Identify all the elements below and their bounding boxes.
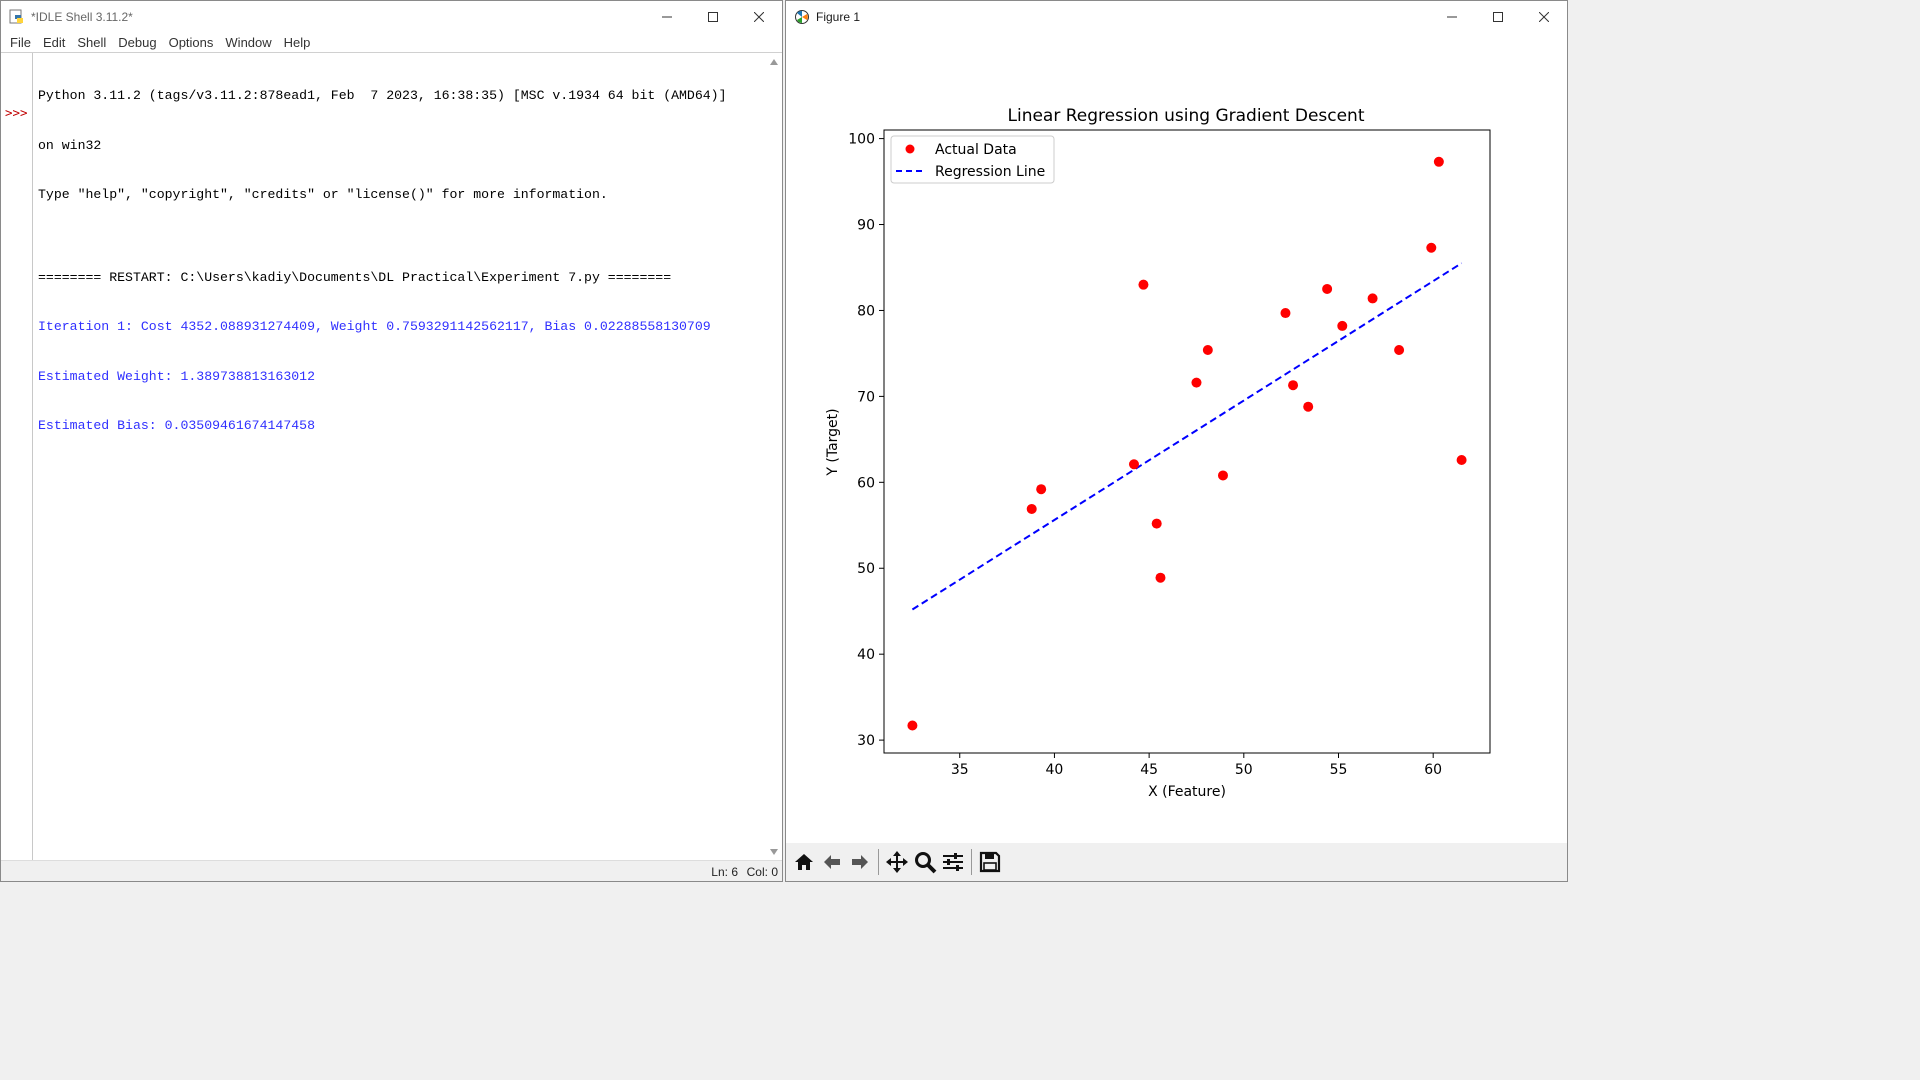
output-line: Estimated Bias: 0.03509461674147458 bbox=[38, 418, 315, 433]
x-tick-label: 45 bbox=[1140, 762, 1158, 778]
zoom-icon[interactable] bbox=[911, 848, 939, 876]
figure-window-title: Figure 1 bbox=[816, 9, 861, 24]
y-tick-label: 60 bbox=[857, 475, 875, 491]
series-layer bbox=[907, 156, 1467, 731]
y-tick-label: 70 bbox=[857, 389, 875, 405]
y-tick-label: 100 bbox=[848, 132, 875, 148]
menu-shell[interactable]: Shell bbox=[77, 34, 107, 50]
regression-line bbox=[911, 262, 1463, 611]
python-idle-icon bbox=[9, 9, 23, 23]
legend-label-actual: Actual Data bbox=[935, 142, 1017, 158]
x-tick-label: 40 bbox=[1046, 762, 1064, 778]
y-tick-label: 50 bbox=[857, 561, 875, 577]
y-tick-label: 90 bbox=[857, 218, 875, 234]
data-point bbox=[1367, 293, 1378, 304]
data-point bbox=[1155, 572, 1166, 583]
data-point bbox=[1191, 377, 1202, 388]
y-axis-label: Y (Target) bbox=[825, 408, 841, 476]
menu-window[interactable]: Window bbox=[225, 34, 272, 50]
y-tick-label: 30 bbox=[857, 733, 875, 749]
output-line: Iteration 1: Cost 4352.088931274409, Wei… bbox=[38, 319, 711, 334]
data-point bbox=[1036, 484, 1047, 495]
data-point bbox=[1280, 308, 1291, 319]
legend-marker-actual bbox=[905, 144, 915, 154]
minimize-icon[interactable] bbox=[1429, 1, 1475, 32]
x-tick-label: 55 bbox=[1330, 762, 1348, 778]
home-icon[interactable] bbox=[790, 848, 818, 876]
shell-prompt: >>> bbox=[5, 105, 28, 120]
back-arrow-icon[interactable] bbox=[818, 848, 846, 876]
data-point bbox=[1394, 344, 1405, 355]
x-ticks: 35 40 45 50 55 60 bbox=[951, 753, 1442, 778]
menu-file[interactable]: File bbox=[10, 34, 31, 50]
matplotlib-icon bbox=[795, 9, 809, 24]
x-tick-label: 50 bbox=[1235, 762, 1253, 778]
figure-window: Figure 1 Linear Regression using Gradien… bbox=[785, 0, 1568, 882]
prompt-gutter bbox=[1, 53, 33, 861]
x-tick-label: 60 bbox=[1424, 762, 1442, 778]
x-tick-label: 35 bbox=[951, 762, 969, 778]
menu-edit[interactable]: Edit bbox=[42, 34, 66, 50]
idle-menubar: File Edit Shell Debug Options Window Hel… bbox=[1, 32, 782, 52]
maximize-icon[interactable] bbox=[690, 1, 736, 32]
output-line: Type "help", "copyright", "credits" or "… bbox=[38, 187, 608, 202]
idle-statusbar: Ln: 6 Col: 0 bbox=[1, 860, 782, 881]
regression-chart: Linear Regression using Gradient Descent… bbox=[825, 106, 1491, 800]
close-icon[interactable] bbox=[736, 1, 782, 32]
plot-area bbox=[883, 129, 1491, 754]
output-line: Estimated Weight: 1.389738813163012 bbox=[38, 368, 315, 384]
save-icon[interactable] bbox=[976, 848, 1004, 876]
data-point bbox=[1151, 518, 1162, 529]
forward-arrow-icon[interactable] bbox=[846, 848, 874, 876]
close-icon[interactable] bbox=[1521, 1, 1567, 32]
configure-subplots-icon[interactable] bbox=[939, 848, 967, 876]
data-point bbox=[1322, 283, 1333, 294]
data-point bbox=[1026, 503, 1037, 514]
idle-window-title: *IDLE Shell 3.11.2* bbox=[31, 9, 133, 24]
shell-text-area[interactable]: >>> Python 3.11.2 (tags/v3.11.2:878ead1,… bbox=[1, 52, 782, 861]
toolbar-separator bbox=[878, 849, 879, 875]
data-point bbox=[1128, 459, 1139, 470]
data-point bbox=[1337, 320, 1348, 331]
scroll-up-icon[interactable] bbox=[770, 59, 778, 65]
data-point bbox=[1217, 470, 1228, 481]
legend: Actual Data Regression Line bbox=[890, 135, 1055, 184]
output-line: on win32 bbox=[38, 137, 102, 153]
figure-canvas[interactable]: Linear Regression using Gradient Descent… bbox=[786, 32, 1567, 844]
figure-titlebar[interactable]: Figure 1 bbox=[786, 1, 1567, 32]
legend-box bbox=[890, 135, 1055, 184]
minimize-icon[interactable] bbox=[644, 1, 690, 32]
y-tick-label: 40 bbox=[857, 647, 875, 663]
data-point bbox=[1426, 242, 1437, 253]
menu-help[interactable]: Help bbox=[283, 34, 311, 50]
data-point bbox=[1202, 344, 1213, 355]
data-point bbox=[1288, 380, 1299, 391]
menu-options[interactable]: Options bbox=[168, 34, 214, 50]
data-point bbox=[1138, 279, 1149, 290]
legend-label-regression: Regression Line bbox=[935, 164, 1045, 180]
y-tick-label: 80 bbox=[857, 303, 875, 319]
output-line: ======== RESTART: C:\Users\kadiy\Documen… bbox=[38, 269, 672, 285]
data-point bbox=[1456, 454, 1467, 465]
figure-toolbar bbox=[786, 843, 1567, 881]
column-number: Col: 0 bbox=[746, 865, 778, 879]
maximize-icon[interactable] bbox=[1475, 1, 1521, 32]
shell-output[interactable]: Python 3.11.2 (tags/v3.11.2:878ead1, Feb… bbox=[38, 55, 727, 468]
idle-titlebar[interactable]: *IDLE Shell 3.11.2* bbox=[1, 1, 782, 32]
output-line: Python 3.11.2 (tags/v3.11.2:878ead1, Feb… bbox=[38, 88, 727, 103]
toolbar-separator bbox=[971, 849, 972, 875]
idle-shell-window: *IDLE Shell 3.11.2* File Edit Shell Debu… bbox=[0, 0, 783, 882]
data-point bbox=[1303, 401, 1314, 412]
data-point bbox=[907, 720, 918, 731]
y-ticks: 30 40 50 60 70 80 90 100 bbox=[848, 132, 884, 749]
menu-debug[interactable]: Debug bbox=[118, 34, 157, 50]
scroll-down-icon[interactable] bbox=[770, 849, 778, 855]
chart-title: Linear Regression using Gradient Descent bbox=[1008, 106, 1365, 126]
line-number: Ln: 6 bbox=[711, 865, 738, 879]
pan-icon[interactable] bbox=[883, 848, 911, 876]
data-point bbox=[1433, 156, 1444, 167]
vertical-scrollbar[interactable] bbox=[766, 53, 782, 861]
x-axis-label: X (Feature) bbox=[1148, 784, 1226, 800]
